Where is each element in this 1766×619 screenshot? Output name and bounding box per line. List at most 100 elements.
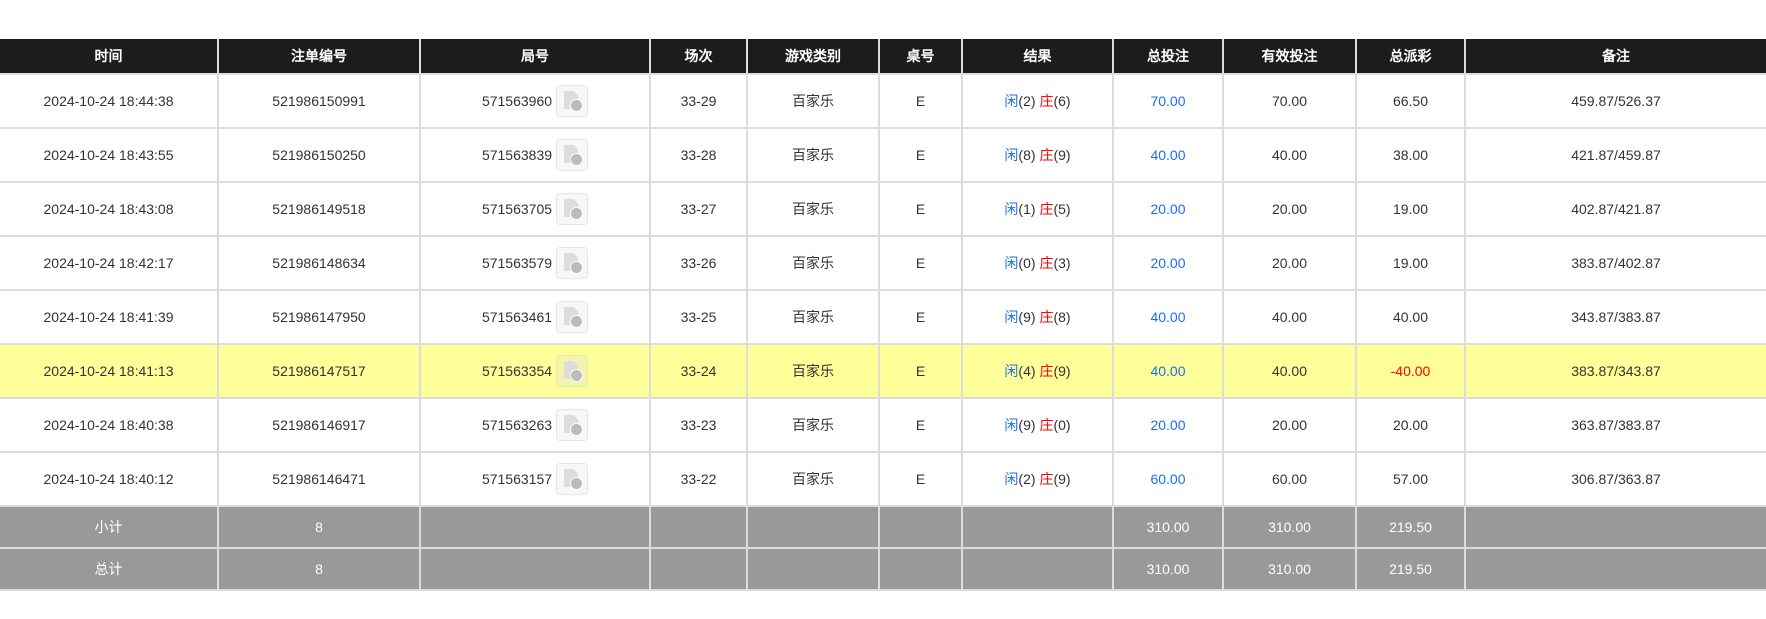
banker-label: 庄 (1039, 471, 1054, 487)
round-id-cell: 571563839 (419, 127, 651, 183)
round-id: 571563263 (481, 417, 553, 433)
banker-label: 庄 (1039, 201, 1054, 217)
column-header-note: 备注 (1464, 39, 1766, 75)
summary-empty-cell (961, 505, 1114, 549)
valid-bet-cell: 20.00 (1222, 235, 1357, 291)
summary-count: 8 (217, 505, 421, 549)
table-no-cell: E (878, 127, 963, 183)
table-row: 2024-10-24 18:40:12 521986146471 571563157… (0, 451, 1766, 507)
result-cell: 闲(8) 庄(9) (961, 127, 1114, 183)
game-type-cell: 百家乐 (746, 343, 880, 399)
shoe-cell: 33-22 (649, 451, 748, 507)
payout-cell: -40.00 (1355, 343, 1466, 399)
payout-cell: 19.00 (1355, 235, 1466, 291)
player-score: (2) (1018, 93, 1036, 109)
video-replay-icon[interactable] (556, 355, 589, 387)
note-cell: 421.87/459.87 (1464, 127, 1766, 183)
banker-score: (0) (1053, 417, 1071, 433)
player-label: 闲 (1004, 147, 1019, 163)
valid-bet-cell: 70.00 (1222, 73, 1357, 129)
note-cell: 402.87/421.87 (1464, 181, 1766, 237)
round-id: 571563960 (481, 93, 553, 109)
summary-empty-cell (419, 505, 651, 549)
payout-cell: 57.00 (1355, 451, 1466, 507)
table-row: 2024-10-24 18:42:17 521986148634 571563579… (0, 235, 1766, 291)
banker-score: (9) (1053, 147, 1071, 163)
summary-empty-cell (961, 547, 1114, 591)
video-replay-icon[interactable] (556, 301, 589, 333)
column-header-shoe: 场次 (649, 39, 748, 75)
column-header-valid-bet: 有效投注 (1222, 39, 1357, 75)
round-id: 571563354 (481, 363, 553, 379)
time-cell: 2024-10-24 18:40:38 (0, 397, 219, 453)
table-no-cell: E (878, 181, 963, 237)
summary-label: 小计 (0, 505, 219, 549)
payout-cell: 19.00 (1355, 181, 1466, 237)
subtotal-row: 小计 8 310.00 310.00 219.50 (0, 505, 1766, 549)
bet-id-cell: 521986146917 (217, 397, 421, 453)
column-header-bet-id: 注单编号 (217, 39, 421, 75)
round-id: 571563705 (481, 201, 553, 217)
banker-label: 庄 (1039, 363, 1054, 379)
valid-bet-cell: 40.00 (1222, 289, 1357, 345)
bet-id-cell: 521986146471 (217, 451, 421, 507)
summary-total-bet: 310.00 (1112, 505, 1224, 549)
banker-score: (8) (1053, 309, 1071, 325)
game-type-cell: 百家乐 (746, 127, 880, 183)
table-no-cell: E (878, 451, 963, 507)
round-id-cell: 571563579 (419, 235, 651, 291)
summary-empty-cell (878, 505, 963, 549)
banker-score: (9) (1053, 363, 1071, 379)
shoe-cell: 33-26 (649, 235, 748, 291)
player-score: (2) (1018, 471, 1036, 487)
time-cell: 2024-10-24 18:43:08 (0, 181, 219, 237)
round-id: 571563157 (481, 471, 553, 487)
note-cell: 343.87/383.87 (1464, 289, 1766, 345)
summary-count: 8 (217, 547, 421, 591)
column-header-result: 结果 (961, 39, 1114, 75)
player-label: 闲 (1004, 309, 1019, 325)
column-header-total-bet: 总投注 (1112, 39, 1224, 75)
banker-label: 庄 (1039, 309, 1054, 325)
table-row: 2024-10-24 18:43:55 521986150250 571563839… (0, 127, 1766, 183)
result-cell: 闲(2) 庄(9) (961, 451, 1114, 507)
note-cell: 459.87/526.37 (1464, 73, 1766, 129)
video-replay-icon[interactable] (556, 247, 589, 279)
round-id-cell: 571563354 (419, 343, 651, 399)
video-replay-icon[interactable] (556, 409, 589, 441)
video-replay-icon[interactable] (556, 463, 589, 495)
total-bet-cell: 20.00 (1112, 397, 1224, 453)
game-type-cell: 百家乐 (746, 73, 880, 129)
result-cell: 闲(0) 庄(3) (961, 235, 1114, 291)
summary-empty-cell (878, 547, 963, 591)
shoe-cell: 33-25 (649, 289, 748, 345)
payout-cell: 38.00 (1355, 127, 1466, 183)
round-id-cell: 571563461 (419, 289, 651, 345)
video-replay-icon[interactable] (556, 193, 589, 225)
round-id-cell: 571563705 (419, 181, 651, 237)
summary-empty-cell (746, 505, 880, 549)
shoe-cell: 33-24 (649, 343, 748, 399)
time-cell: 2024-10-24 18:41:13 (0, 343, 219, 399)
summary-payout: 219.50 (1355, 505, 1466, 549)
total-bet-cell: 40.00 (1112, 289, 1224, 345)
time-cell: 2024-10-24 18:41:39 (0, 289, 219, 345)
banker-label: 庄 (1039, 417, 1054, 433)
banker-label: 庄 (1039, 93, 1054, 109)
round-id-cell: 571563960 (419, 73, 651, 129)
video-replay-icon[interactable] (556, 139, 589, 171)
result-cell: 闲(2) 庄(6) (961, 73, 1114, 129)
player-label: 闲 (1004, 255, 1019, 271)
table-no-cell: E (878, 343, 963, 399)
player-label: 闲 (1004, 417, 1019, 433)
column-header-time: 时间 (0, 39, 219, 75)
total-bet-cell: 40.00 (1112, 343, 1224, 399)
column-header-game-type: 游戏类别 (746, 39, 880, 75)
player-label: 闲 (1004, 93, 1019, 109)
video-replay-icon[interactable] (556, 85, 589, 117)
valid-bet-cell: 40.00 (1222, 343, 1357, 399)
bet-id-cell: 521986147950 (217, 289, 421, 345)
total-bet-cell: 20.00 (1112, 181, 1224, 237)
valid-bet-cell: 20.00 (1222, 397, 1357, 453)
game-type-cell: 百家乐 (746, 451, 880, 507)
